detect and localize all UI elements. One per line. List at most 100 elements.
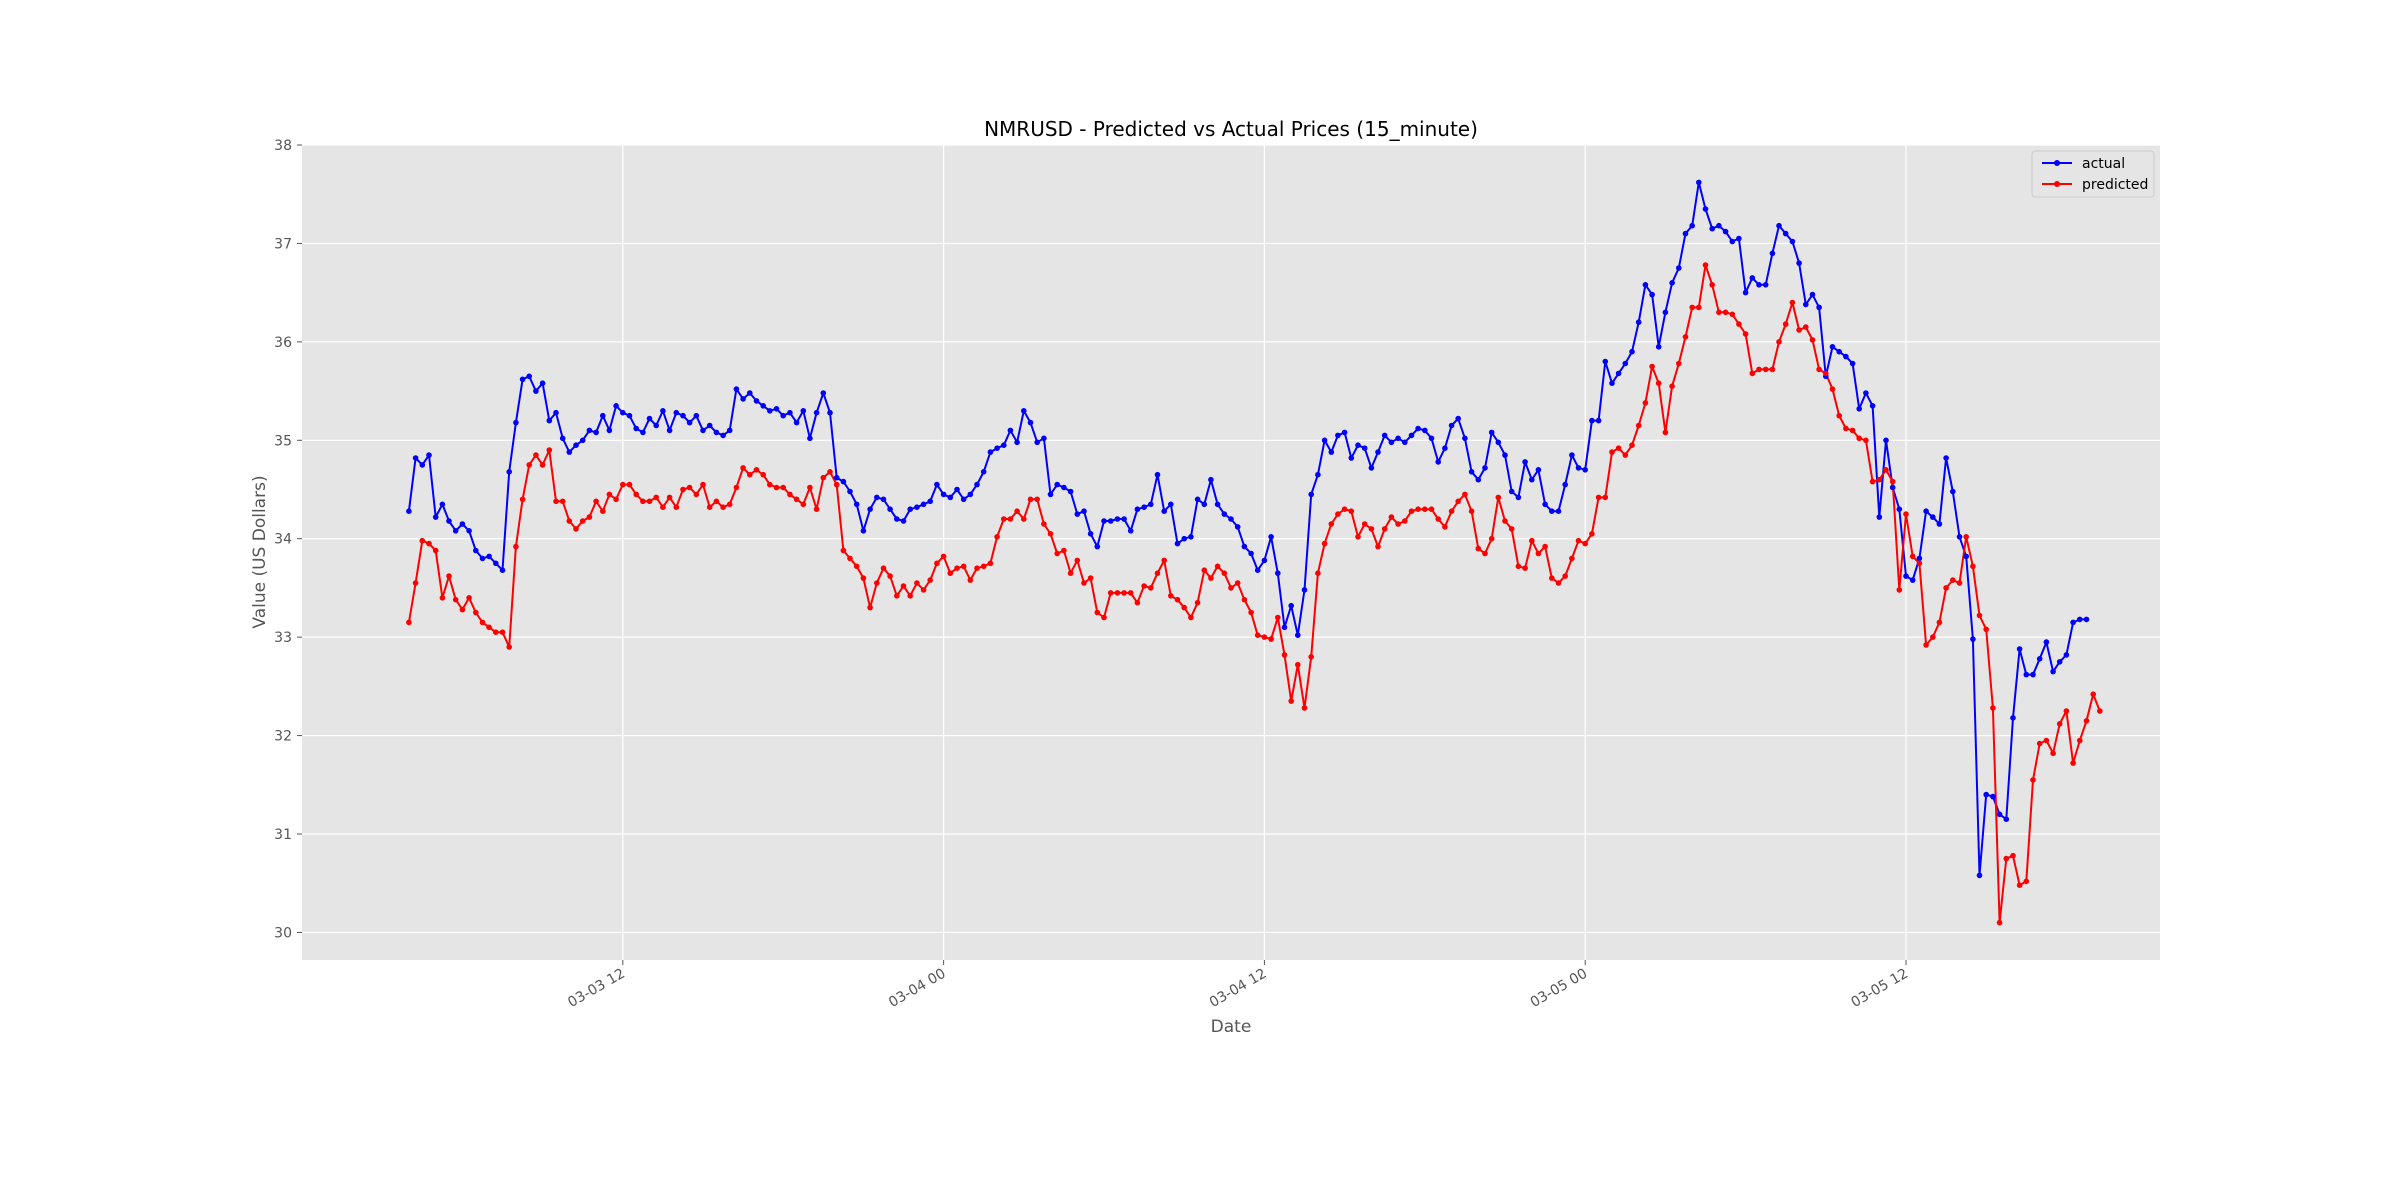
data-point-actual [1549,508,1555,514]
data-point-predicted [1054,550,1060,557]
data-point-actual [2010,715,2016,721]
data-point-predicted [914,580,920,586]
data-point-actual [1575,465,1582,471]
data-point-actual [673,409,680,416]
data-point-predicted [2003,855,2010,862]
data-point-actual [1281,624,1288,631]
data-point-actual [2036,656,2043,662]
data-point-actual [1355,442,1361,449]
data-point-predicted [579,518,586,524]
data-point-actual [1468,469,1475,475]
data-point-predicted [1635,422,1642,429]
data-point-predicted [533,452,539,458]
data-point-predicted [1061,547,1067,554]
x-tick-label: 03-04 00 [886,966,949,1011]
legend-predicted-marker [2054,181,2060,187]
data-point-actual [813,409,820,416]
data-point-predicted [1074,557,1081,564]
data-point-actual [1956,534,1963,540]
data-point-predicted [1883,467,1889,473]
data-point-predicted [439,595,446,601]
data-point-actual [1488,429,1495,436]
data-point-predicted [880,565,887,571]
data-point-actual [1054,481,1060,488]
data-point-actual [626,412,633,419]
data-point-actual [553,409,559,416]
data-point-actual [653,422,659,429]
data-point-actual [767,408,773,414]
data-point-predicted [1228,585,1234,591]
data-point-predicted [1134,599,1141,606]
data-point-actual [693,412,700,419]
data-point-actual [1602,358,1609,365]
data-point-predicted [900,583,907,589]
legend-predicted-label: predicted [2082,177,2148,193]
data-point-predicted [1595,494,1602,501]
data-point-actual [573,442,579,449]
data-point-actual [1843,353,1849,360]
data-point-actual [1883,437,1889,444]
chart-title: NMRUSD - Predicted vs Actual Prices (15_… [984,117,1478,141]
data-point-predicted [1014,508,1020,514]
data-point-predicted [1415,506,1421,512]
data-point-actual [1803,301,1809,308]
data-point-actual [940,491,947,498]
data-point-actual [1315,471,1321,478]
data-point-actual [1662,309,1669,316]
y-tick-label: 35 [274,433,292,449]
data-point-predicted [1896,587,1903,593]
data-point-predicted [2070,760,2076,766]
data-point-actual [960,496,967,503]
data-point-predicted [1268,636,1274,642]
data-point-actual [1849,360,1856,367]
data-point-actual [1776,222,1782,229]
data-point-actual [827,409,833,416]
data-point-actual [747,390,753,396]
data-point-actual [459,521,466,527]
data-point-predicted [1689,304,1695,311]
data-point-actual [847,488,853,495]
data-point-predicted [1575,537,1582,544]
data-point-actual [1121,516,1127,522]
data-point-actual [1856,406,1862,412]
data-point-predicted [1529,537,1535,544]
data-point-actual [1736,235,1742,242]
data-point-actual [1769,250,1776,257]
data-point-actual [1809,291,1816,298]
data-point-actual [2056,659,2063,665]
data-point-actual [620,409,626,416]
data-point-actual [1248,550,1254,557]
data-point-predicted [1843,425,1849,432]
data-point-actual [1061,484,1067,491]
data-point-predicted [1803,324,1809,330]
data-point-predicted [860,575,867,581]
data-point-actual [1301,587,1308,593]
data-point-actual [1295,632,1301,638]
data-point-actual [1655,344,1662,350]
data-point-predicted [2023,878,2030,885]
data-point-predicted [2036,740,2043,747]
data-point-actual [1963,553,1969,560]
data-point-predicted [1034,496,1040,503]
data-point-predicted [1001,516,1007,522]
data-point-predicted [1776,339,1782,345]
data-point-actual [1722,228,1729,235]
data-point-actual [499,567,506,573]
plot-area [302,145,2160,960]
y-axis-label: Value (US Dollars) [250,475,270,628]
data-point-predicted [847,555,853,562]
data-point-predicted [1248,609,1254,616]
data-point-predicted [1308,654,1314,660]
data-point-actual [1863,390,1869,396]
data-point-actual [446,518,452,524]
x-axis: 03-03 12 03-04 00 03-04 12 03-05 00 03-05 12 [565,960,1911,1011]
data-point-predicted [1589,531,1595,537]
data-point-predicted [1007,516,1014,522]
data-point-actual [1709,225,1715,232]
y-tick-label: 37 [274,236,292,252]
data-point-actual [1729,238,1736,245]
data-point-actual [740,396,746,402]
data-point-actual [1275,570,1281,576]
data-point-predicted [432,547,439,554]
x-tick-label: 03-05 12 [1849,966,1912,1011]
